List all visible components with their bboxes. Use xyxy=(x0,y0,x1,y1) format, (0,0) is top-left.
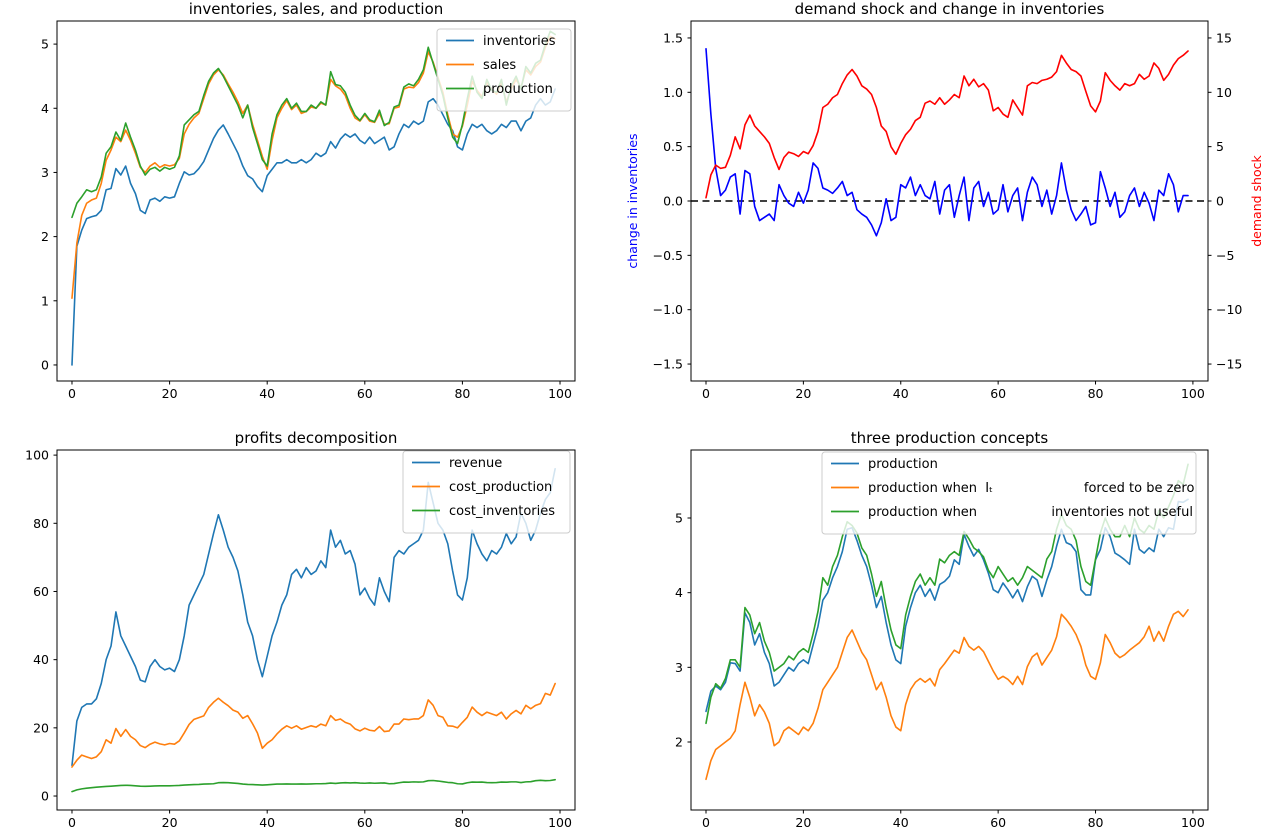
y-tick-label: 3 xyxy=(41,165,49,180)
y-axis-label-right: demand shock xyxy=(1249,155,1264,247)
legend-label: sales xyxy=(483,58,516,73)
x-tick-label: 80 xyxy=(454,386,470,401)
x-tick-label: 0 xyxy=(68,815,76,830)
x-tick-label: 40 xyxy=(259,386,275,401)
legend-label: production when Iₜ forced to be zero xyxy=(868,481,1194,496)
x-tick-label: 20 xyxy=(162,815,178,830)
y-tick-label: 2 xyxy=(41,229,49,244)
y-tick-label: 1.0 xyxy=(663,85,683,100)
y-tick-label: 3 xyxy=(675,660,683,675)
x-tick-label: 0 xyxy=(68,386,76,401)
chart-title: inventories, sales, and production xyxy=(189,0,444,18)
y-tick-label: 0 xyxy=(41,357,49,372)
chart-title: profits decomposition xyxy=(235,429,398,447)
y-tick-label: 80 xyxy=(33,516,49,531)
line-demand-shock xyxy=(705,50,1189,199)
legend-label: production xyxy=(868,457,938,472)
line-cost-inventories xyxy=(71,778,556,793)
x-tick-label: 0 xyxy=(702,815,710,830)
y-tick-label: 0.5 xyxy=(663,139,683,154)
y-tick-label: 100 xyxy=(25,448,49,463)
x-tick-label: 40 xyxy=(893,815,909,830)
legend-box xyxy=(436,28,572,112)
x-tick-label: 100 xyxy=(1181,815,1205,830)
x-tick-label: 20 xyxy=(795,386,811,401)
y-tick-label: 0 xyxy=(41,789,49,804)
y-tick-label: −1.0 xyxy=(653,302,683,317)
line-production-when-i-t-forced-to-be-zero xyxy=(705,609,1189,781)
legend-label: cost_production xyxy=(449,480,552,495)
subplot-three-production-concepts: three production concepts 0 20 40 60 80 100 2 3 4… xyxy=(675,429,1209,830)
y-tick-label: 1.5 xyxy=(663,30,683,45)
subplot-profits-decomposition: profits decomposition 0 20 40 60 80 100 0 20 40 60… xyxy=(25,429,576,830)
y-tick-label: 60 xyxy=(33,584,49,599)
y-tick-label: 2 xyxy=(675,734,683,749)
x-tick-label: 60 xyxy=(990,815,1006,830)
y-tick-label: 4 xyxy=(675,585,683,600)
y-tick-label: 20 xyxy=(33,720,49,735)
legend-label: revenue xyxy=(449,456,502,471)
legend-label: cost_inventories xyxy=(449,504,555,519)
x-tick-label: 100 xyxy=(548,386,572,401)
y-tick-label: −1.5 xyxy=(653,357,683,372)
x-tick-label: 60 xyxy=(357,386,373,401)
legend-label: inventories xyxy=(483,34,556,49)
y-tick-label: 5 xyxy=(41,37,49,52)
axes-box xyxy=(56,20,576,382)
axes-box xyxy=(56,449,576,811)
legend-label: production when inventories not useful xyxy=(868,505,1193,520)
y-tick-label: 1 xyxy=(41,293,49,308)
x-tick-label: 100 xyxy=(548,815,572,830)
legend-label: production xyxy=(483,82,553,97)
y-tick-label: −0.5 xyxy=(653,248,683,263)
y-tick-right-label: 0 xyxy=(1216,194,1224,209)
subplot-demand-shock-change-in-inventories: demand shock and change in inventories 0 2… xyxy=(625,0,1264,401)
x-tick-label: 80 xyxy=(454,815,470,830)
x-tick-label: 20 xyxy=(795,815,811,830)
x-tick-label: 0 xyxy=(702,386,710,401)
line-change-in-inventories xyxy=(705,48,1189,237)
x-tick-label: 100 xyxy=(1181,386,1205,401)
y-axis-label-left: change in inventories xyxy=(625,133,640,268)
x-tick-label: 20 xyxy=(162,386,178,401)
y-tick-right-label: 15 xyxy=(1216,30,1232,45)
y-tick-right-label: 10 xyxy=(1216,85,1232,100)
x-tick-label: 40 xyxy=(259,815,275,830)
chart-title: demand shock and change in inventories xyxy=(795,0,1105,18)
line-inventories xyxy=(71,88,556,366)
x-tick-label: 60 xyxy=(357,815,373,830)
legend-box xyxy=(821,451,1197,535)
y-tick-right-label: −5 xyxy=(1216,248,1234,263)
axes-box xyxy=(690,449,1209,811)
y-tick-right-label: −15 xyxy=(1216,357,1242,372)
chart-title: three production concepts xyxy=(851,429,1049,447)
x-tick-label: 80 xyxy=(1088,815,1104,830)
y-tick-label: 4 xyxy=(41,101,49,116)
line-revenue xyxy=(71,467,556,767)
x-tick-label: 60 xyxy=(990,386,1006,401)
y-tick-label: 40 xyxy=(33,652,49,667)
y-tick-right-label: 5 xyxy=(1216,139,1224,154)
y-tick-label: 0.0 xyxy=(663,194,683,209)
x-tick-label: 80 xyxy=(1088,386,1104,401)
y-tick-right-label: −10 xyxy=(1216,302,1242,317)
legend-box xyxy=(402,450,571,534)
y-tick-label: 5 xyxy=(675,511,683,526)
line-cost-production xyxy=(71,682,556,768)
x-tick-label: 40 xyxy=(893,386,909,401)
